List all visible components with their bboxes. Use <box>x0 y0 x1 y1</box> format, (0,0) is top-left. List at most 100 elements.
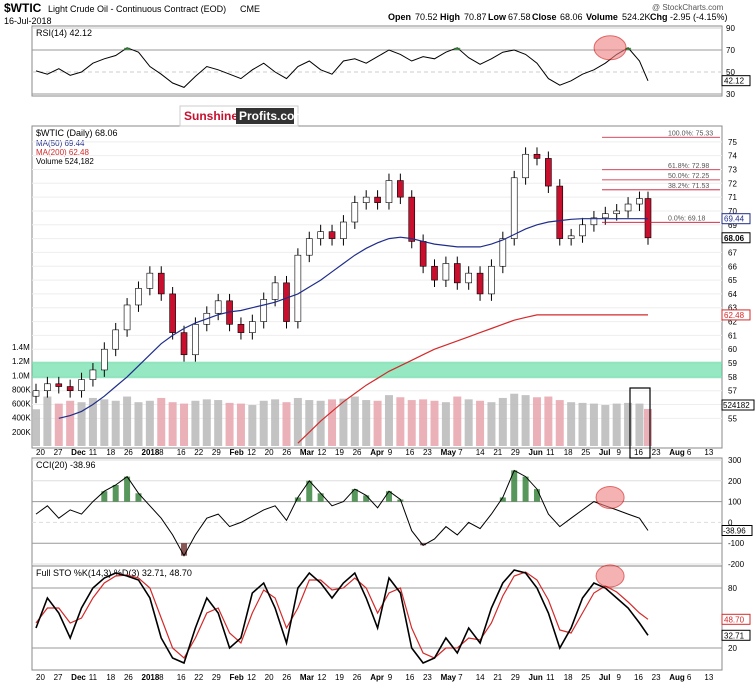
price-x-tick: 20 <box>265 448 274 457</box>
sto-k-box <box>721 629 751 641</box>
price-candle <box>214 300 222 314</box>
price-candle <box>465 272 472 284</box>
fib-level-label: 61.8%: 72.98 <box>668 163 709 170</box>
price-tick-label: 62 <box>728 318 737 327</box>
volume-bar <box>32 409 40 446</box>
price-candle <box>192 324 199 356</box>
price-tick-label: 65 <box>728 276 737 285</box>
instrument-name: Light Crude Oil - Continuous Contract (E… <box>48 4 226 14</box>
rsi-legend: RSI(14) 42.12 <box>36 28 92 38</box>
volume-bar <box>476 400 485 446</box>
rsi-overbought-fill <box>454 47 461 50</box>
price-x-tick: 29 <box>511 448 520 457</box>
volume-bar <box>88 397 97 446</box>
volume-bar <box>248 405 257 446</box>
cci-overbought-fill <box>317 493 324 502</box>
price-x-tick: 23 <box>423 448 432 457</box>
price-x-tick: 9 <box>616 448 621 457</box>
price-x-tick: Jul <box>599 448 611 457</box>
sto-d-value: 48.70 <box>724 615 745 624</box>
sto-d-box <box>721 613 751 625</box>
price-candle <box>442 263 450 281</box>
sto-x-tick: 26 <box>124 673 133 682</box>
cci-line <box>35 469 649 557</box>
cci-oversold-fill <box>420 543 427 546</box>
sto-x-tick: Jun <box>529 673 543 682</box>
volume-bar <box>644 408 652 446</box>
close-label: Close <box>532 12 557 22</box>
volume-bar <box>145 400 154 446</box>
price-tick-label: 63 <box>728 304 737 313</box>
price-candle <box>533 153 541 159</box>
price-panel <box>31 125 723 449</box>
volume-bar <box>43 396 52 446</box>
price-x-tick: 22 <box>194 448 203 457</box>
price-x-tick: 18 <box>106 448 115 457</box>
rsi-line <box>35 47 649 88</box>
volume-bar <box>214 400 223 446</box>
cci-overbought-fill <box>499 497 506 502</box>
price-x-tick: 2018 <box>142 448 160 457</box>
price-x-tick: Aug <box>669 448 685 457</box>
price-x-tick: 18 <box>564 448 573 457</box>
sto-x-tick: 9 <box>616 673 621 682</box>
sto-k-value: 32.71 <box>724 631 745 640</box>
volume-tick-label: 1.2M <box>12 357 30 366</box>
sto-x-tick: 7 <box>458 673 463 682</box>
chg-label: Chg <box>650 12 668 22</box>
price-x-tick: 26 <box>353 448 362 457</box>
volume-bar <box>316 400 325 446</box>
ma50-value: 69.44 <box>724 215 745 224</box>
price-candle <box>260 299 268 322</box>
price-x-tick: Dec <box>71 448 86 457</box>
volume-bar <box>350 396 359 446</box>
sto-tick-label: 80 <box>728 584 737 593</box>
price-x-tick: 23 <box>652 448 661 457</box>
sto-x-tick: 22 <box>194 673 203 682</box>
sto-x-tick: 29 <box>511 673 520 682</box>
price-candle <box>522 153 529 179</box>
price-x-tick: 7 <box>458 448 463 457</box>
price-candle <box>453 263 461 284</box>
chg-value: -2.95 (-4.15%) <box>670 12 728 22</box>
sto-x-tick: 12 <box>317 673 326 682</box>
price-x-tick: 25 <box>581 448 590 457</box>
volume-bar <box>305 400 314 446</box>
volume-bar <box>225 402 234 446</box>
price-candle <box>510 177 518 239</box>
price-candle <box>112 329 120 350</box>
volume-bar <box>373 400 382 446</box>
price-x-tick: 27 <box>54 448 63 457</box>
support-band <box>32 361 722 379</box>
ma200-value-box <box>721 309 751 321</box>
cci-highlight-circle <box>595 485 625 509</box>
volume-bar <box>464 399 473 446</box>
sto-k-line <box>35 569 649 665</box>
sto-x-tick: 16 <box>177 673 186 682</box>
cci-tick-label: 300 <box>728 456 742 465</box>
fib-level-label: 100.0%: 75.33 <box>668 130 713 137</box>
close-value: 68.06 <box>560 12 583 22</box>
volume-tick-label: 1.4M <box>12 343 30 352</box>
volume-bar <box>384 395 393 446</box>
ma50-value-box <box>721 213 751 225</box>
price-tick-label: 59 <box>728 359 737 368</box>
price-x-tick: Apr <box>370 448 384 457</box>
volume-bar <box>555 400 564 446</box>
price-tick-label: 70 <box>728 207 737 216</box>
volume-value: 524182 <box>723 401 750 410</box>
price-candle <box>374 196 381 203</box>
price-x-tick: 20 <box>36 448 45 457</box>
price-candle <box>602 213 609 219</box>
price-x-tick: 21 <box>493 448 502 457</box>
rsi-panel <box>31 25 723 97</box>
cci-overbought-fill <box>511 470 518 502</box>
high-value: 70.87 <box>464 12 487 22</box>
sto-x-tick: 26 <box>353 673 362 682</box>
sto-x-tick: 25 <box>581 673 590 682</box>
sto-x-tick: Feb <box>229 673 243 682</box>
price-candle <box>419 241 427 267</box>
price-x-tick: Mar <box>300 448 314 457</box>
volume-bar <box>578 402 587 446</box>
price-x-tick: 8 <box>159 448 164 457</box>
